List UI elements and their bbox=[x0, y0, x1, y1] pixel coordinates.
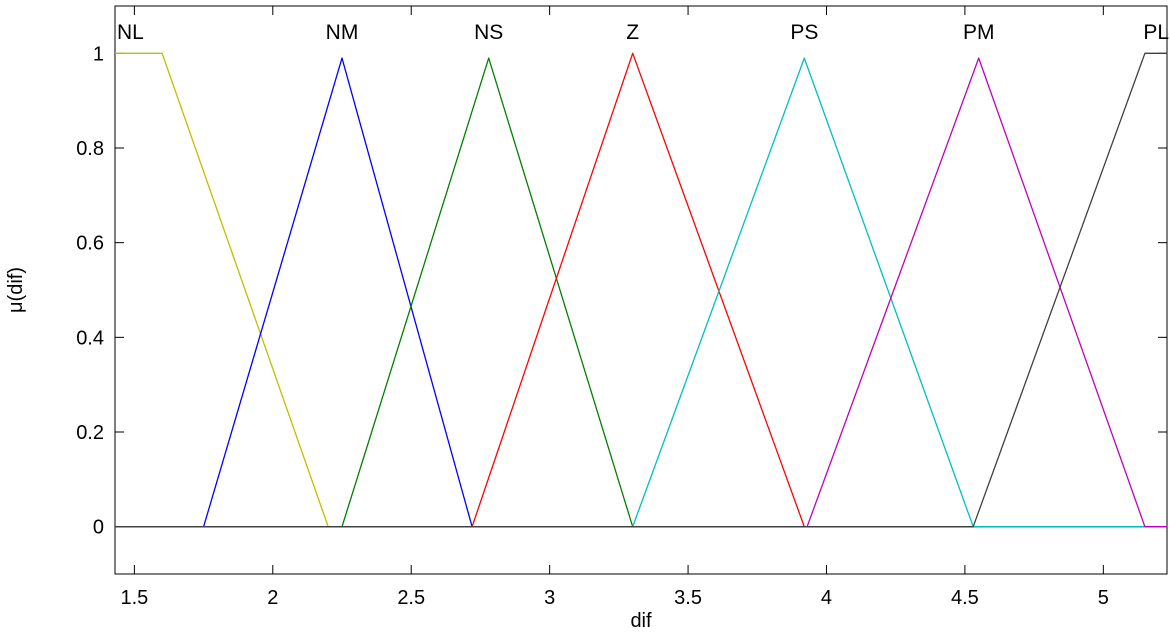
x-tick-label: 3 bbox=[544, 587, 555, 609]
y-tick-label: 0.6 bbox=[76, 233, 104, 255]
membership-function-labels: NL NM NS Z PS PM PL bbox=[117, 21, 1169, 44]
x-tick-label: 1.5 bbox=[120, 587, 148, 609]
x-axis-title: dif bbox=[630, 610, 652, 632]
y-tick-label: 0.2 bbox=[76, 422, 104, 444]
x-tick-label: 2.5 bbox=[397, 587, 425, 609]
y-tick-label: 1 bbox=[93, 43, 104, 65]
mf-label-nl: NL bbox=[117, 21, 144, 44]
mf-label-pm: PM bbox=[963, 21, 995, 44]
y-tick-label: 0.8 bbox=[76, 138, 104, 160]
series-line-pl bbox=[115, 52, 1167, 528]
x-tick-label: 4.5 bbox=[951, 587, 979, 609]
y-axis-title: μ(dif) bbox=[5, 267, 27, 313]
x-tick-label: 5 bbox=[1098, 587, 1109, 609]
x-tick-label: 3.5 bbox=[674, 587, 702, 609]
mf-label-pl: PL bbox=[1143, 21, 1169, 44]
x-tick-label: 2 bbox=[267, 587, 278, 609]
y-tick-labels: 0 0.2 0.4 0.6 0.8 1 bbox=[76, 43, 104, 538]
y-tick-label: 0 bbox=[93, 517, 104, 539]
x-tick-label: 4 bbox=[821, 587, 832, 609]
plot-area bbox=[114, 5, 1168, 575]
mf-label-nm: NM bbox=[326, 21, 359, 44]
mf-label-ps: PS bbox=[790, 21, 818, 44]
mf-label-z: Z bbox=[626, 21, 639, 44]
y-tick-label: 0.4 bbox=[76, 327, 104, 349]
x-tick-labels: 1.5 2 2.5 3 3.5 4 4.5 5 bbox=[120, 587, 1108, 609]
mf-label-ns: NS bbox=[474, 21, 503, 44]
series-layer bbox=[115, 52, 1167, 528]
